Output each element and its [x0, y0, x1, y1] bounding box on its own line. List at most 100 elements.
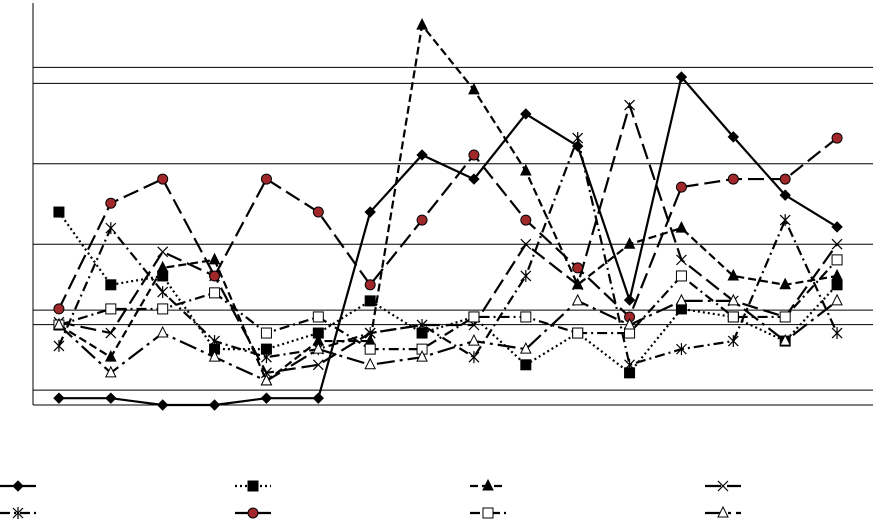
marker [53, 206, 65, 218]
marker [53, 339, 65, 352]
marker [105, 303, 117, 315]
marker [623, 237, 636, 249]
marker [727, 293, 740, 306]
marker [208, 252, 221, 265]
marker [364, 206, 376, 218]
marker [260, 373, 273, 386]
marker [675, 293, 688, 306]
series-line [58, 259, 838, 351]
marker [676, 343, 687, 356]
marker [53, 392, 65, 404]
series-line [57, 137, 838, 319]
marker [831, 238, 843, 250]
marker [831, 293, 843, 306]
marker [675, 71, 688, 83]
marker [468, 311, 480, 323]
marker [105, 197, 117, 209]
marker-stroke [157, 246, 169, 258]
marker-stroke [312, 359, 324, 371]
marker [157, 286, 169, 299]
marker [779, 189, 791, 201]
marker [247, 480, 259, 492]
marker [831, 279, 843, 291]
marker-stroke [105, 327, 117, 339]
marker [208, 350, 221, 362]
marker [727, 268, 740, 281]
marker [260, 327, 272, 339]
marker [624, 99, 635, 111]
series-line [58, 74, 838, 407]
marker [831, 221, 843, 233]
marker [572, 132, 584, 145]
marker [105, 365, 117, 378]
marker [260, 173, 272, 185]
marker [12, 507, 24, 519]
series-line [58, 299, 838, 383]
marker [623, 294, 636, 306]
marker [727, 173, 739, 185]
marker [520, 214, 532, 226]
marker [675, 181, 687, 193]
marker [727, 311, 739, 323]
marker [260, 392, 273, 404]
series-line [58, 211, 838, 375]
marker [364, 327, 376, 340]
marker [675, 221, 688, 233]
marker-stroke [520, 238, 532, 250]
marker-stroke [676, 254, 687, 266]
marker [209, 270, 221, 282]
marker [156, 399, 169, 411]
marker [468, 173, 480, 185]
marker [623, 317, 636, 330]
marker [416, 149, 428, 161]
marker [364, 357, 376, 370]
marker [416, 350, 428, 362]
marker [105, 222, 117, 235]
marker [12, 480, 24, 492]
marker [675, 303, 687, 315]
marker-stroke [624, 99, 635, 111]
marker [312, 392, 325, 404]
marker [105, 392, 117, 404]
marker [520, 269, 532, 282]
marker [571, 140, 584, 152]
marker [364, 279, 376, 291]
marker [779, 173, 791, 185]
marker [312, 342, 325, 354]
marker [53, 317, 65, 330]
marker [571, 277, 584, 290]
marker [520, 238, 532, 250]
marker [209, 335, 220, 348]
marker [416, 214, 428, 226]
marker [520, 342, 532, 354]
marker-stroke [831, 238, 843, 250]
marker [520, 359, 532, 371]
marker [572, 327, 584, 339]
marker [831, 254, 843, 266]
marker [572, 262, 584, 274]
marker [156, 325, 169, 338]
marker [717, 505, 729, 518]
marker [105, 279, 117, 291]
marker [209, 287, 221, 299]
marker [831, 132, 843, 144]
marker [53, 303, 65, 315]
marker [416, 319, 428, 332]
marker [157, 303, 169, 315]
marker [624, 358, 635, 371]
marker [482, 507, 494, 519]
marker [676, 254, 687, 266]
marker [779, 333, 791, 346]
marker [416, 17, 428, 30]
marker [157, 173, 169, 185]
marker [105, 327, 117, 339]
marker [468, 82, 480, 95]
marker-stroke [717, 480, 729, 492]
marker [105, 350, 117, 362]
series-line [58, 101, 838, 375]
marker [727, 335, 739, 348]
marker [312, 206, 324, 218]
marker [364, 343, 376, 355]
